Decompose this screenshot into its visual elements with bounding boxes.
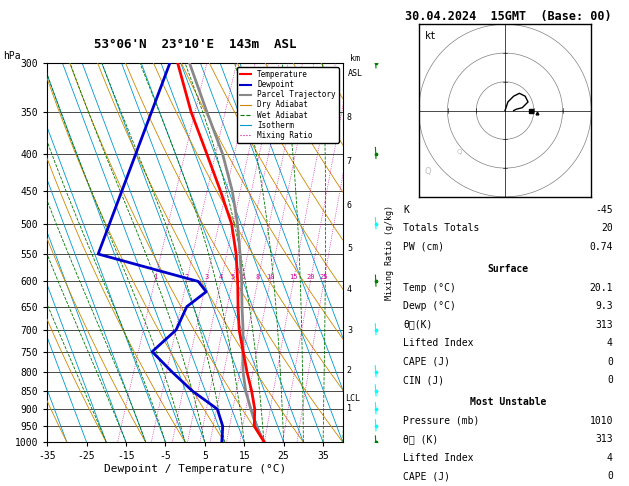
Text: CIN (J): CIN (J) [403,375,444,385]
Text: 313: 313 [595,320,613,330]
Text: 0: 0 [607,471,613,481]
Text: Temp (°C): Temp (°C) [403,283,456,293]
Text: CAPE (J): CAPE (J) [403,357,450,366]
Text: 3: 3 [347,326,352,335]
Text: 4: 4 [219,274,223,280]
Text: 25: 25 [320,274,328,280]
Text: 15: 15 [289,274,298,280]
Text: Most Unstable: Most Unstable [470,398,546,407]
Text: Pressure (mb): Pressure (mb) [403,416,479,426]
Text: PW (cm): PW (cm) [403,242,444,252]
Text: Mixing Ratio (g/kg): Mixing Ratio (g/kg) [386,205,394,300]
Text: θᴄ(K): θᴄ(K) [403,320,432,330]
Text: hPa: hPa [3,51,21,61]
Text: 2: 2 [185,274,189,280]
X-axis label: Dewpoint / Temperature (°C): Dewpoint / Temperature (°C) [104,464,286,474]
Text: Q: Q [456,149,462,155]
Text: 6: 6 [240,274,245,280]
Text: Dewp (°C): Dewp (°C) [403,301,456,311]
Text: 9.3: 9.3 [595,301,613,311]
Text: 53°06'N  23°10'E  143m  ASL: 53°06'N 23°10'E 143m ASL [94,38,296,51]
Text: 0: 0 [607,375,613,385]
Text: Q: Q [425,167,431,176]
Text: K: K [403,205,409,215]
Text: LCL: LCL [345,394,360,403]
Text: Lifted Index: Lifted Index [403,338,474,348]
Text: km: km [350,54,360,63]
Text: 8: 8 [347,113,352,122]
Text: 8: 8 [256,274,260,280]
Text: 20: 20 [601,224,613,233]
Text: Lifted Index: Lifted Index [403,453,474,463]
Legend: Temperature, Dewpoint, Parcel Trajectory, Dry Adiabat, Wet Adiabat, Isotherm, Mi: Temperature, Dewpoint, Parcel Trajectory… [237,67,339,143]
Text: 20.1: 20.1 [589,283,613,293]
Text: 5: 5 [347,244,352,253]
Text: 1: 1 [347,404,352,413]
Text: 4: 4 [607,338,613,348]
Text: kt: kt [425,31,437,41]
Text: 2: 2 [347,365,352,375]
Text: 6: 6 [347,201,352,210]
Text: 5: 5 [231,274,235,280]
Text: 313: 313 [595,434,613,444]
Text: 0: 0 [607,357,613,366]
Text: 3: 3 [204,274,209,280]
Text: 30.04.2024  15GMT  (Base: 00): 30.04.2024 15GMT (Base: 00) [404,10,611,23]
Text: Surface: Surface [487,264,528,274]
Text: θᴄ (K): θᴄ (K) [403,434,438,444]
Text: -45: -45 [595,205,613,215]
Text: 0.74: 0.74 [589,242,613,252]
Text: 1010: 1010 [589,416,613,426]
Text: Totals Totals: Totals Totals [403,224,479,233]
Text: 10: 10 [266,274,275,280]
Text: CAPE (J): CAPE (J) [403,471,450,481]
Text: 4: 4 [347,285,352,295]
Text: 1: 1 [153,274,157,280]
Text: 20: 20 [306,274,315,280]
Text: 7: 7 [347,157,352,167]
Text: ASL: ASL [348,69,363,78]
Text: 4: 4 [607,453,613,463]
